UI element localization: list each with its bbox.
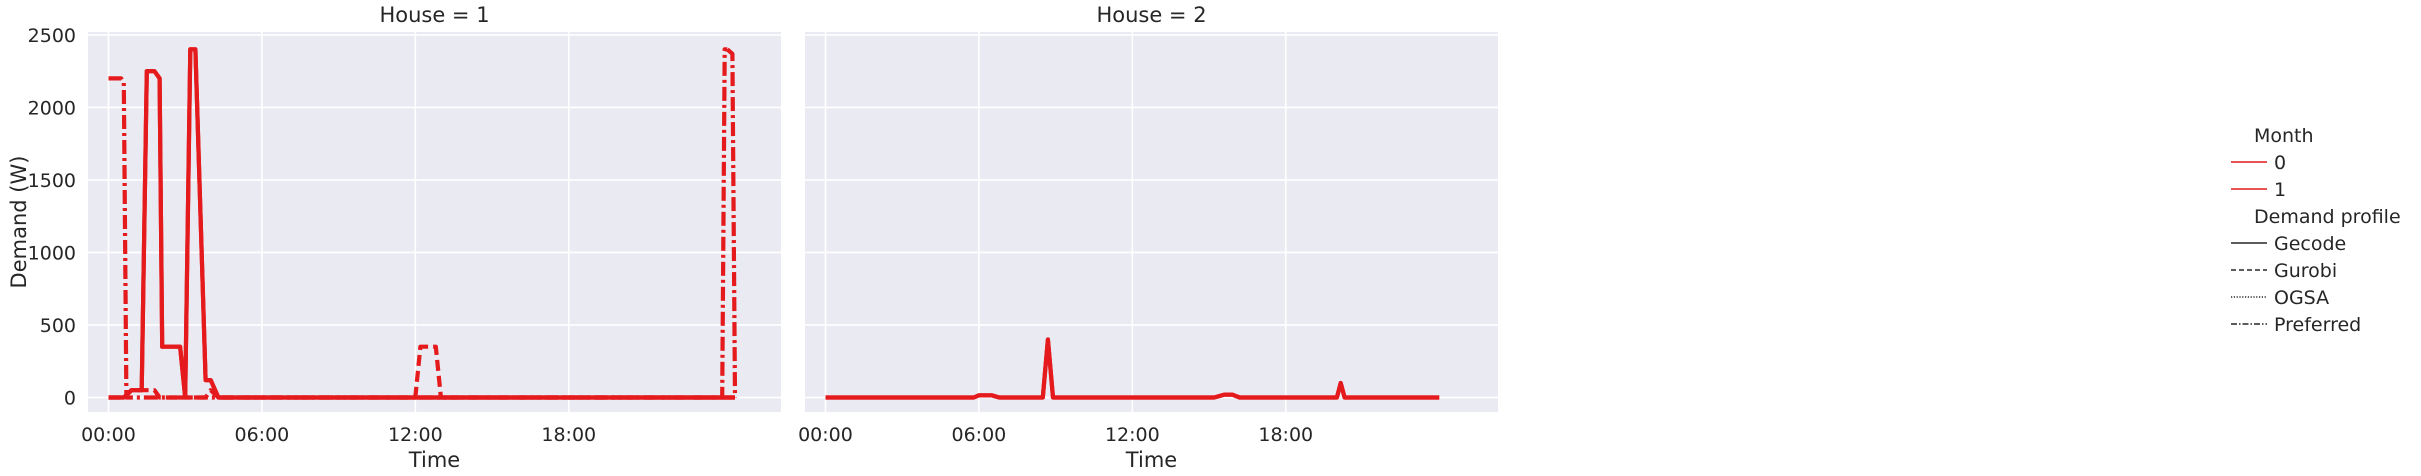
facet-title: House = 2 <box>1096 3 1206 27</box>
x-tick-label: 06:00 <box>235 424 290 446</box>
legend-entry-gecode: Gecode <box>2274 233 2346 255</box>
x-tick-label: 18:00 <box>1258 424 1313 446</box>
legend-entry-month-0: 0 <box>2274 152 2286 174</box>
y-tick-label: 500 <box>40 315 76 337</box>
series-line-gecode-month-1 <box>825 337 1440 400</box>
legend-style-title: Demand profile <box>2254 206 2401 228</box>
legend-entry-ogsa: OGSA <box>2274 287 2329 309</box>
y-tick-label: 1000 <box>28 242 76 264</box>
x-tick-label: 00:00 <box>81 424 136 446</box>
legend-entry-gurobi: Gurobi <box>2274 260 2337 282</box>
y-tick-label: 0 <box>64 387 76 409</box>
series-line-preferred-month-0 <box>725 47 738 398</box>
x-tick-label: 12:00 <box>1105 424 1160 446</box>
x-axis-label: Time <box>1125 448 1177 472</box>
y-tick-label: 1500 <box>28 170 76 192</box>
legend-hue-title: Month <box>2254 125 2314 147</box>
facet-title: House = 1 <box>379 3 489 27</box>
y-axis-label: Demand (W) <box>7 156 31 289</box>
x-tick-label: 06:00 <box>952 424 1007 446</box>
plot-area-1 <box>88 32 781 412</box>
legend-entry-preferred: Preferred <box>2274 314 2361 336</box>
plot-area-2 <box>805 32 1498 412</box>
series-line-gecode-month-1 <box>108 47 735 400</box>
x-tick-label: 00:00 <box>798 424 853 446</box>
legend-entry-month-1: 1 <box>2274 179 2286 201</box>
x-tick-label: 18:00 <box>541 424 596 446</box>
x-axis-label: Time <box>408 448 460 472</box>
y-tick-label: 2500 <box>28 25 76 47</box>
x-tick-label: 12:00 <box>388 424 443 446</box>
y-tick-label: 2000 <box>28 97 76 119</box>
